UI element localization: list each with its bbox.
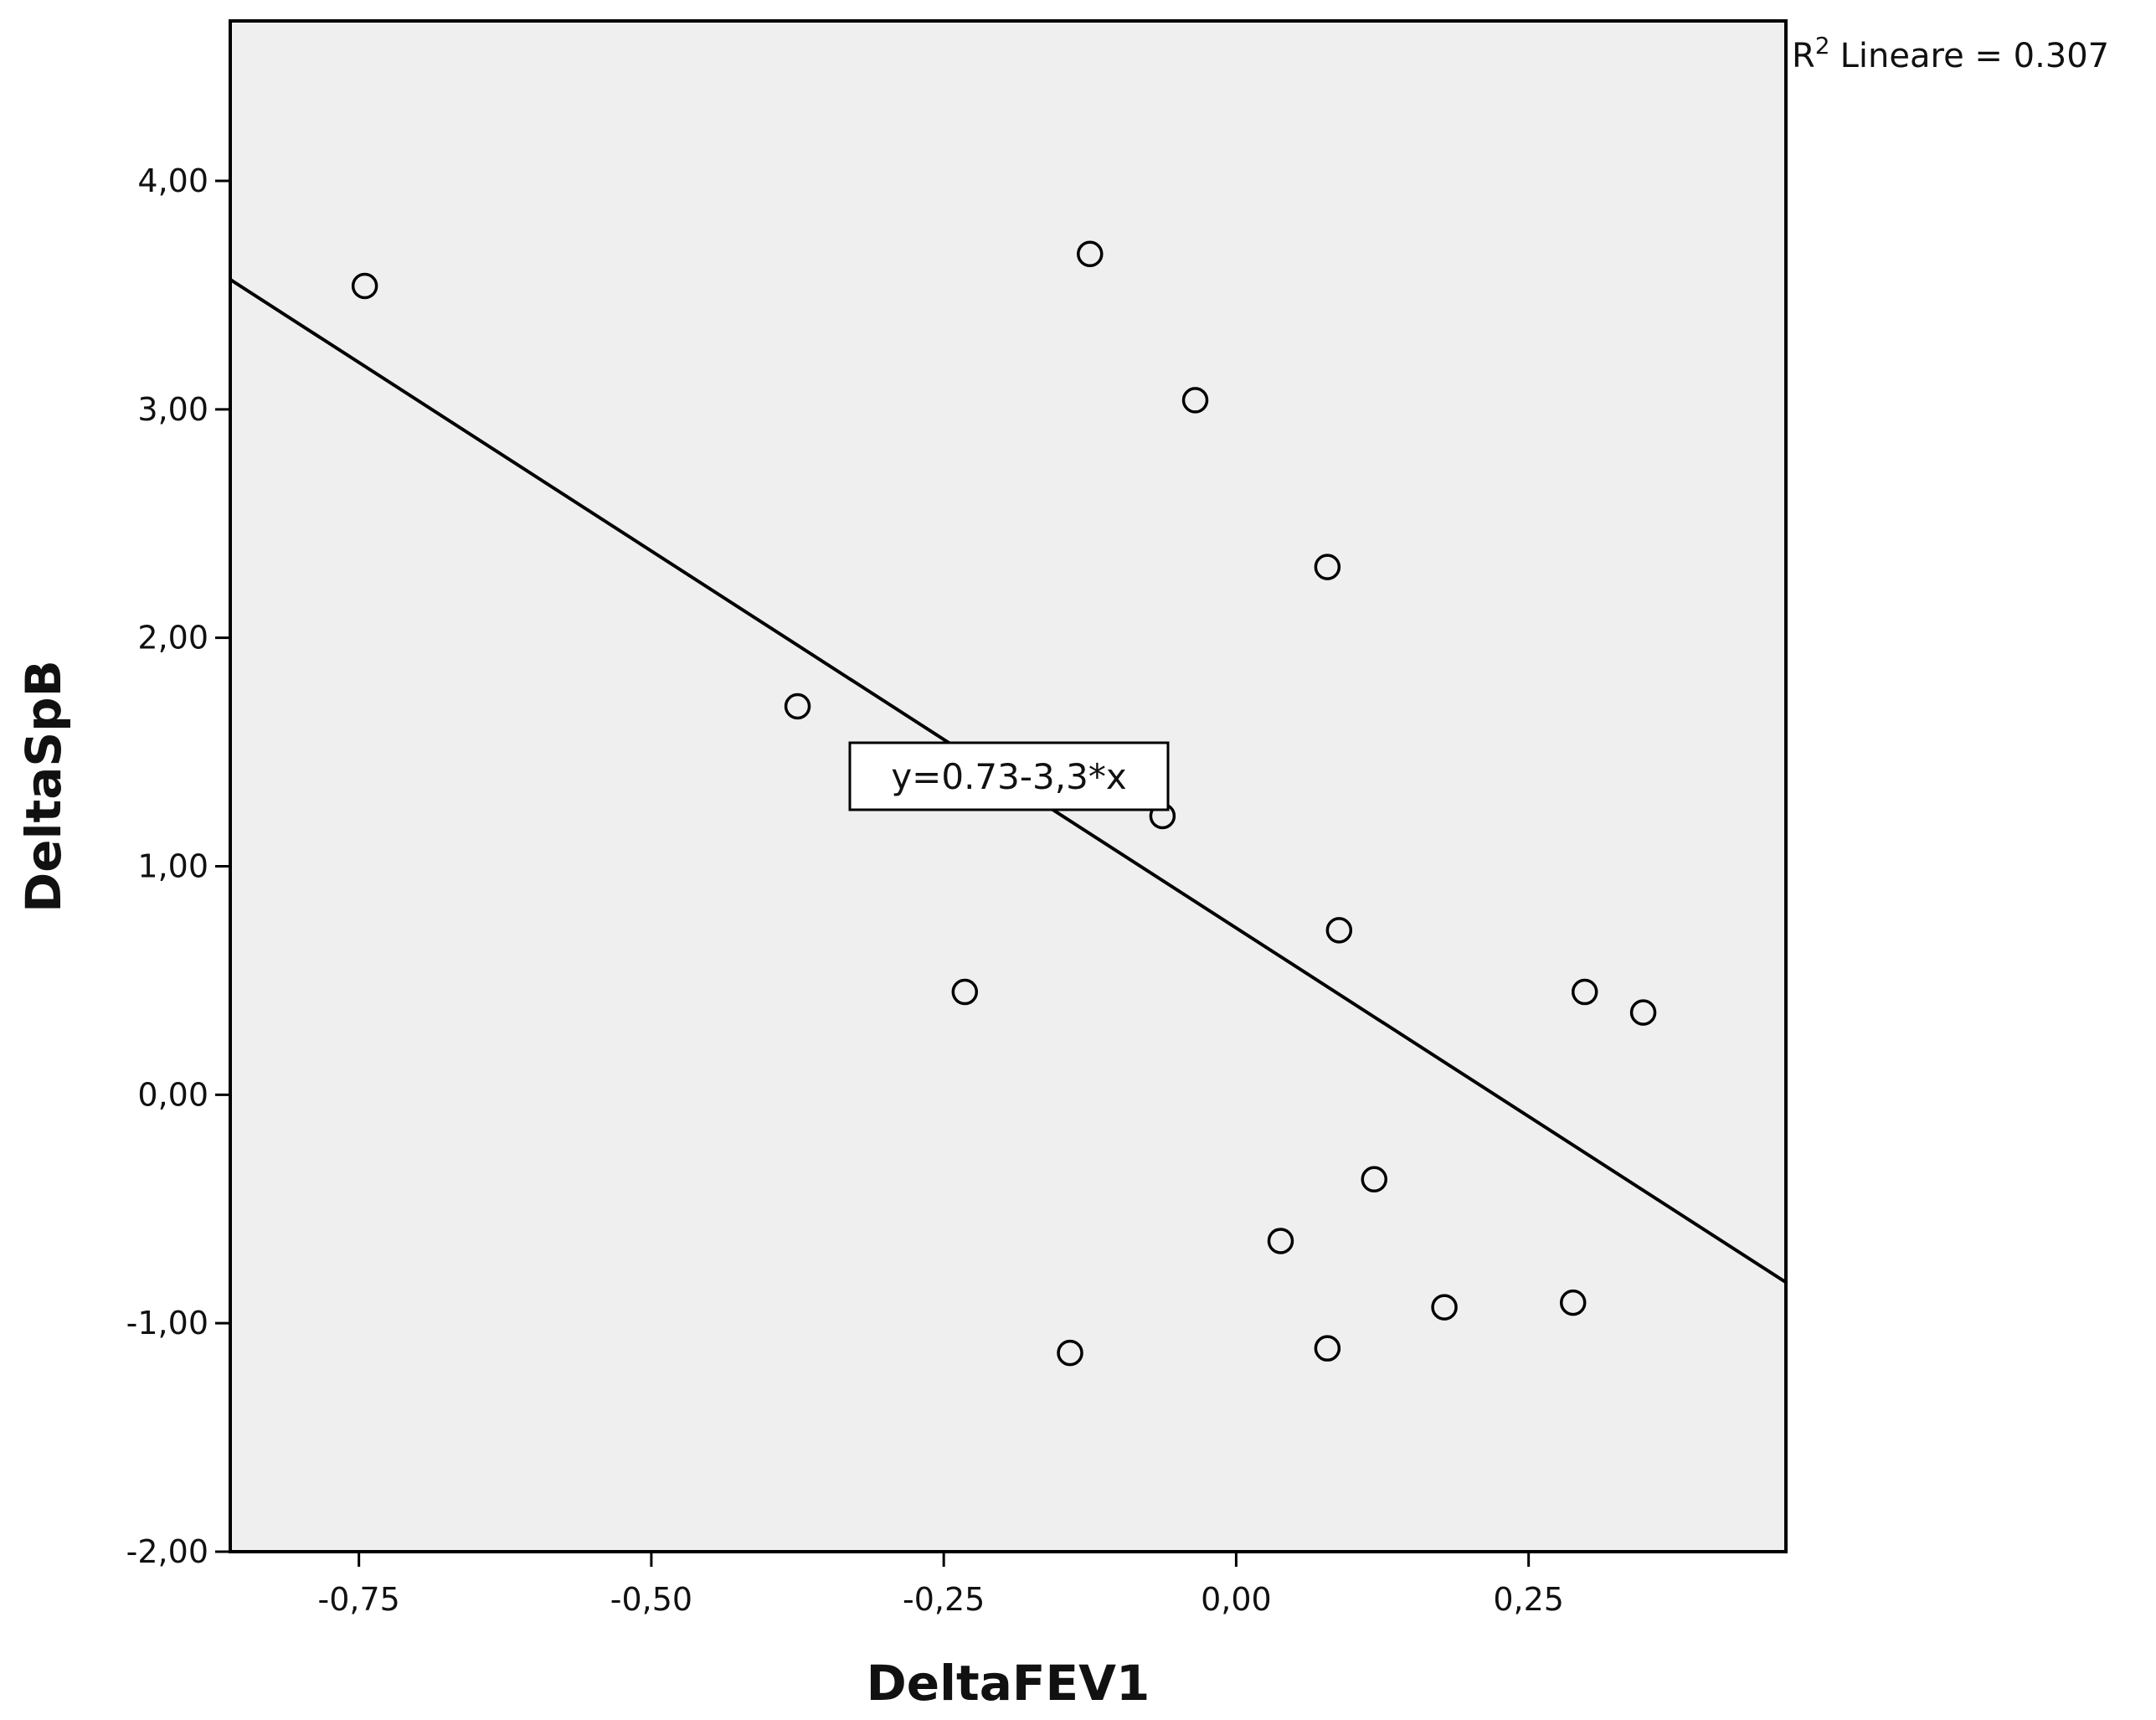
- y-tick-label-3: 0,00: [137, 1076, 208, 1113]
- data-point-8: [951, 978, 979, 1006]
- data-point-15: [1057, 1339, 1083, 1367]
- y-tick-label-4: 1,00: [137, 847, 208, 884]
- y-tick-label-1: -2,00: [126, 1533, 208, 1570]
- y-tick-label-2: -1,00: [126, 1305, 208, 1341]
- x-tick-label-4: 0,00: [1201, 1581, 1272, 1618]
- fit-equation-label: y=0.73-3,3*x: [891, 756, 1126, 797]
- y-axis-title: DeltaSpB: [15, 660, 72, 913]
- data-point-7: [1325, 917, 1353, 944]
- r2-superscript: 2: [1815, 32, 1830, 59]
- y-tick-label-7: 4,00: [137, 162, 208, 199]
- data-point-4: [1314, 554, 1341, 580]
- x-tick-label-5: 0,25: [1493, 1581, 1564, 1618]
- y-tick-label-5: 2,00: [137, 620, 208, 657]
- data-point-14: [1559, 1289, 1587, 1316]
- data-point-5: [784, 693, 811, 720]
- data-point-11: [1361, 1166, 1388, 1193]
- r2-prefix: R: [1792, 37, 1815, 75]
- data-point-13: [1431, 1294, 1458, 1321]
- y-tick-label-6: 3,00: [137, 391, 208, 428]
- data-point-12: [1267, 1228, 1294, 1254]
- r2-annotation: R2 Lineare = 0.307: [1792, 32, 2109, 75]
- x-tick-label-2: -0,50: [610, 1581, 692, 1618]
- data-point-16: [1314, 1335, 1341, 1362]
- data-point-2: [1077, 240, 1104, 268]
- x-axis-title: DeltaFEV1: [867, 1655, 1150, 1712]
- x-tick-label-3: -0,25: [903, 1581, 985, 1618]
- data-point-1: [351, 272, 378, 300]
- data-point-10: [1629, 999, 1657, 1026]
- x-tick-label-1: -0,75: [318, 1581, 400, 1618]
- fit-equation-box: [848, 741, 1170, 811]
- data-point-9: [1571, 978, 1598, 1006]
- r2-value: Lineare = 0.307: [1840, 37, 2110, 75]
- data-point-3: [1181, 387, 1209, 414]
